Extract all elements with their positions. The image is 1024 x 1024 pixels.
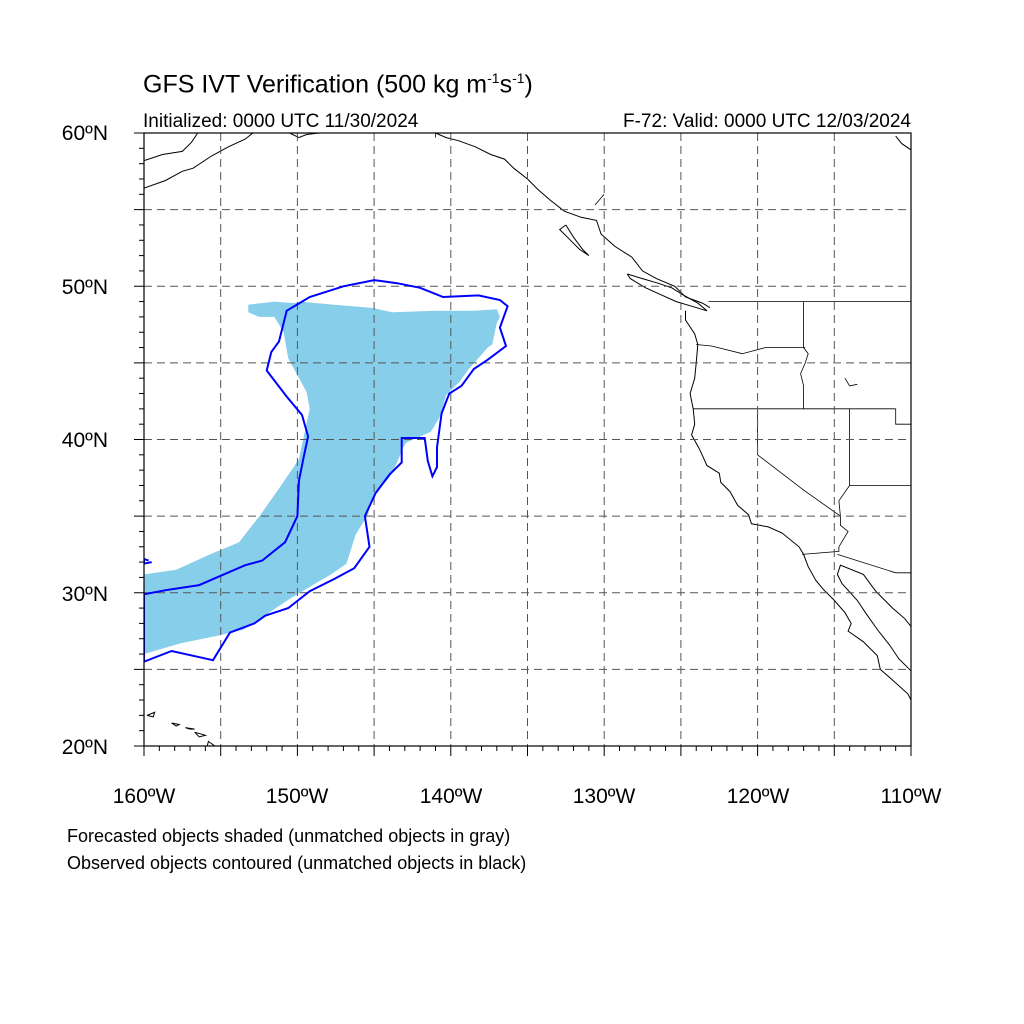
lon-label-120: 120ºW [726, 785, 790, 808]
political-border-8 [837, 554, 911, 574]
political-border-1 [594, 194, 605, 206]
coastline-10 [146, 711, 156, 718]
valid-time: F-72: Valid: 0000 UTC 12/03/2024 [623, 111, 911, 132]
coastline-2 [144, 133, 254, 189]
coastline-8 [626, 273, 708, 312]
political-border-12 [844, 377, 858, 387]
coastline-3 [289, 133, 319, 139]
coastline-1 [144, 133, 199, 162]
political-border-4 [800, 301, 809, 409]
political-border-6 [757, 408, 841, 517]
lat-label-20: 20ºN [61, 736, 108, 759]
political-border-3 [696, 344, 806, 355]
coastline-11 [171, 722, 181, 727]
map-title: GFS IVT Verification (500 kg m-1s-1) [143, 70, 533, 99]
coastline-12 [185, 727, 195, 730]
initialized-time: Initialized: 0000 UTC 11/30/2024 [143, 111, 419, 132]
lon-label-110: 110ºW [880, 785, 942, 808]
lon-label-150: 150ºW [265, 785, 329, 808]
observed-legend-note: Observed objects contoured (unmatched ob… [67, 853, 527, 873]
lat-label-50: 50ºN [61, 276, 108, 299]
lon-label-140: 140ºW [419, 785, 483, 808]
political-border-7 [802, 408, 850, 555]
lat-label-60: 60ºN [61, 122, 108, 145]
coastline-4 [435, 133, 711, 309]
coastline-5 [685, 310, 911, 701]
coastline-9 [206, 740, 216, 746]
lat-label-40: 40ºN [61, 429, 108, 452]
observed-ivt-contour-fragment [144, 557, 152, 565]
forecast-legend-note: Forecasted objects shaded (unmatched obj… [67, 826, 511, 846]
coastline-13 [194, 731, 208, 738]
observed-ivt-contour [144, 279, 509, 663]
forecast-ivt-object [144, 301, 500, 654]
coastline-7 [558, 224, 590, 257]
political-border-9 [895, 408, 911, 425]
coastline-0 [895, 135, 911, 151]
coastline-6 [836, 564, 911, 672]
lon-label-130: 130ºW [572, 785, 636, 808]
lat-label-30: 30ºN [61, 583, 108, 606]
map-content [144, 133, 911, 746]
lon-label-160: 160ºW [112, 785, 176, 808]
